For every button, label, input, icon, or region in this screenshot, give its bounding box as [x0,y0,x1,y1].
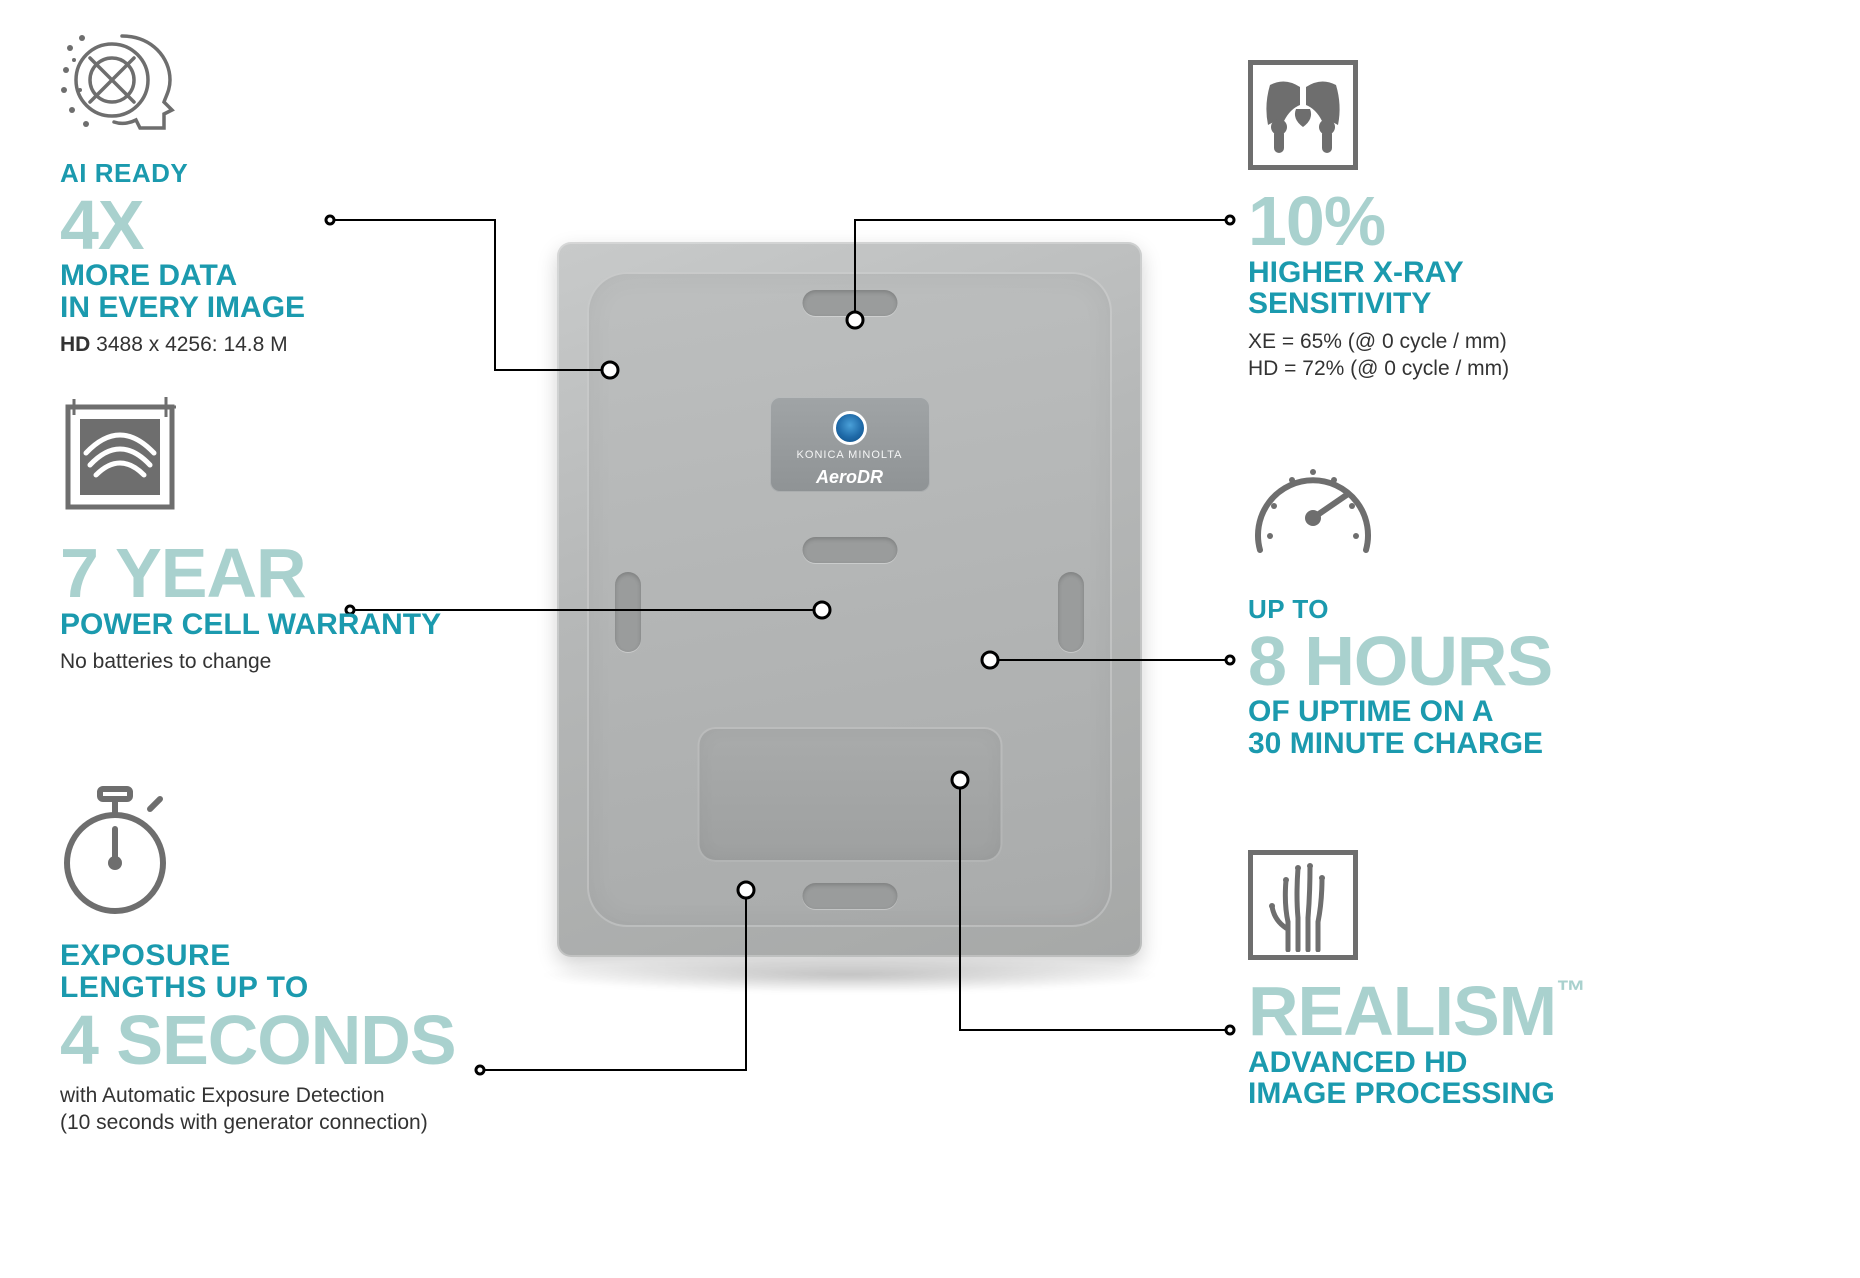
feature-sensitivity-big: 10% [1248,188,1768,255]
feature-sensitivity: 10% HIGHER X-RAYSENSITIVITY XE = 65% (@ … [1248,60,1768,382]
feature-warranty-sub: POWER CELL WARRANTY [60,609,530,641]
device-label: KONICA MINOLTA AeroDR [770,397,930,492]
shine-photo-icon [60,395,530,520]
feature-realism-big: REALISM™ [1248,978,1808,1045]
infographic-stage: KONICA MINOLTA AeroDR [0,0,1860,1278]
feature-exposure-small: with Automatic Exposure Detection(10 sec… [60,1082,580,1137]
feature-uptime-big: 8 HOURS [1248,628,1768,695]
gauge-icon [1248,450,1768,575]
feature-ai-ready: AI READY 4X MORE DATAIN EVERY IMAGE HD 3… [60,30,530,358]
feature-exposure: EXPOSURELENGTHS UP TO 4 SECONDS with Aut… [60,785,580,1136]
pelvis-xray-icon [1248,60,1358,170]
device-brand: KONICA MINOLTA [770,449,930,461]
feature-ai-badge: AI READY [60,159,530,188]
device-panel: KONICA MINOLTA AeroDR [557,242,1142,957]
hand-xray-icon [1248,850,1358,960]
feature-uptime: UP TO 8 HOURS OF UPTIME ON A30 MINUTE CH… [1248,450,1768,759]
stopwatch-icon [60,785,580,920]
feature-warranty: 7 YEAR POWER CELL WARRANTY No batteries … [60,395,530,675]
feature-realism: REALISM™ ADVANCED HDIMAGE PROCESSING [1248,850,1808,1110]
feature-realism-sub: ADVANCED HDIMAGE PROCESSING [1248,1047,1808,1110]
feature-uptime-badge: UP TO [1248,595,1768,624]
feature-ai-sub: MORE DATAIN EVERY IMAGE [60,260,530,323]
ai-head-icon [60,30,530,139]
feature-uptime-sub: OF UPTIME ON A30 MINUTE CHARGE [1248,696,1768,759]
feature-ai-small: HD 3488 x 4256: 14.8 M [60,331,530,358]
feature-sensitivity-small: XE = 65% (@ 0 cycle / mm)HD = 72% (@ 0 c… [1248,328,1768,383]
feature-ai-big: 4X [60,192,530,259]
device-model: AeroDR [770,467,930,488]
brand-logo-icon [833,411,867,445]
feature-sensitivity-sub: HIGHER X-RAYSENSITIVITY [1248,257,1768,320]
feature-exposure-badge: EXPOSURELENGTHS UP TO [60,940,580,1003]
feature-warranty-big: 7 YEAR [60,540,530,607]
feature-exposure-big: 4 SECONDS [60,1007,580,1074]
feature-warranty-small: No batteries to change [60,648,530,675]
